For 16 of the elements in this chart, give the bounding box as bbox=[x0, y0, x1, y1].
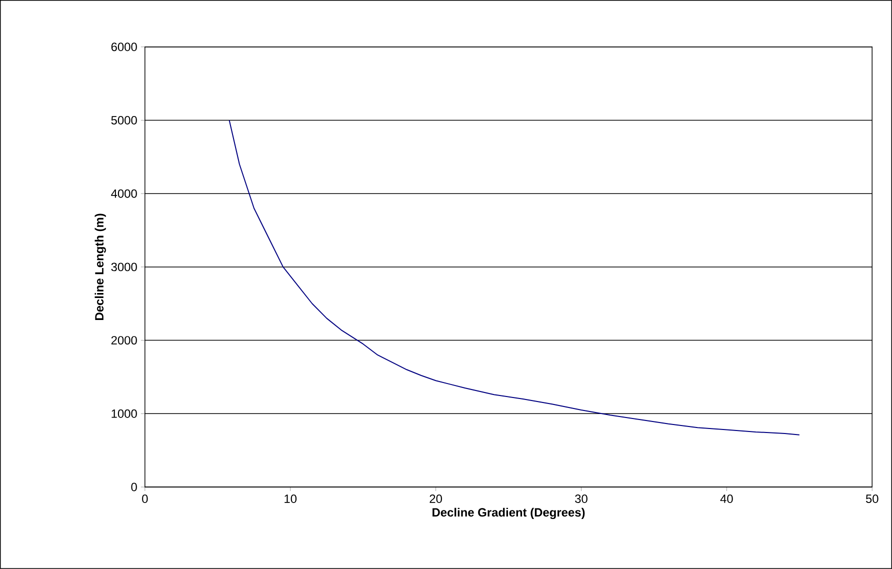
y-tick-label: 0 bbox=[131, 482, 137, 492]
y-tick-label: 3000 bbox=[111, 262, 137, 272]
line-series bbox=[228, 120, 800, 436]
x-tick-label: 50 bbox=[866, 494, 878, 504]
x-tick-label: 40 bbox=[720, 494, 733, 504]
y-tick-label: 1000 bbox=[112, 409, 137, 418]
x-tick-label: 10 bbox=[284, 494, 297, 504]
y-axis-title: Decline Length (m) bbox=[94, 214, 106, 320]
x-tick-label: 30 bbox=[575, 494, 588, 504]
x-tick-label: 0 bbox=[142, 494, 148, 504]
y-tick-label: 6000 bbox=[111, 42, 137, 52]
x-axis-title: Decline Gradient (Degrees) bbox=[432, 508, 585, 520]
x-tick-label: 20 bbox=[430, 494, 442, 504]
y-tick-label: 4000 bbox=[111, 189, 137, 198]
y-tick-label: 2000 bbox=[111, 336, 137, 345]
y-tick-label: 5000 bbox=[111, 116, 137, 125]
